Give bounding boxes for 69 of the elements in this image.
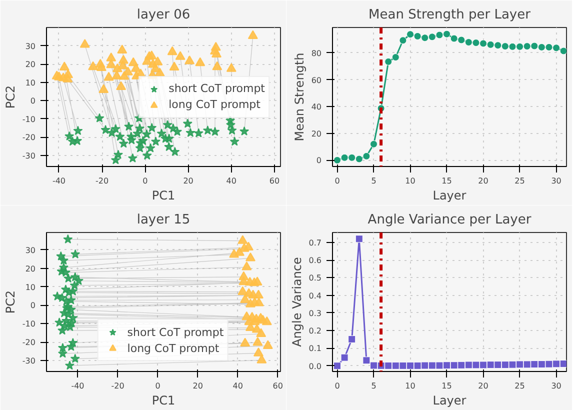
x-tick-label: 0 bbox=[334, 382, 340, 390]
x-tick-label: 40 bbox=[226, 176, 236, 186]
y-tick-label: 0 bbox=[30, 301, 36, 310]
y-axis-title: Angle Variance bbox=[290, 257, 304, 347]
y-tick-label: 0.6 bbox=[308, 256, 322, 266]
x-tick-label: 5 bbox=[371, 176, 376, 186]
x-axis-title: PC1 bbox=[152, 394, 176, 408]
x-tick-label: 20 bbox=[478, 176, 488, 186]
y-tick-label: 0.0 bbox=[308, 362, 322, 371]
x-tick-label: 5 bbox=[371, 382, 376, 390]
y-tick-label: 40 bbox=[311, 102, 322, 112]
x-tick-label: 0 bbox=[142, 176, 148, 186]
y-tick-label: 0.3 bbox=[308, 308, 322, 318]
chart-title: layer 06 bbox=[136, 8, 190, 22]
x-tick-label: -20 bbox=[111, 382, 124, 390]
x-tick-label: 15 bbox=[442, 382, 452, 390]
legend-label: short CoT prompt bbox=[127, 326, 224, 338]
chart-title: Mean Strength per Layer bbox=[368, 8, 532, 22]
y-tick-label: -10 bbox=[22, 320, 36, 329]
x-tick-label: -40 bbox=[52, 176, 66, 186]
chart-title: Angle Variance per Layer bbox=[368, 212, 532, 228]
y-tick-label: 0.5 bbox=[308, 274, 322, 283]
y-tick-label: 0.7 bbox=[308, 238, 322, 248]
y-tick-label: 60 bbox=[311, 76, 322, 85]
y-tick-label: 0.1 bbox=[308, 344, 322, 354]
legend-label: long CoT prompt bbox=[168, 98, 260, 111]
x-tick-label: 20 bbox=[192, 382, 203, 390]
y-tick-label: -30 bbox=[22, 152, 36, 161]
y-axis-title: PC2 bbox=[3, 290, 18, 314]
y-tick-label: -20 bbox=[22, 133, 36, 142]
x-tick-label: 10 bbox=[405, 382, 416, 390]
y-tick-label: 30 bbox=[25, 246, 36, 255]
y-tick-label: 10 bbox=[25, 78, 36, 88]
x-axis-title: PC1 bbox=[152, 188, 176, 202]
x-tick-label: 20 bbox=[183, 176, 194, 186]
y-axis-title: Mean Strength bbox=[292, 52, 306, 142]
y-tick-label: 20 bbox=[25, 264, 36, 274]
x-tick-label: 0 bbox=[155, 382, 160, 390]
y-tick-label: 0 bbox=[30, 96, 36, 106]
y-tick-label: 30 bbox=[25, 42, 36, 51]
x-tick-label: 60 bbox=[269, 176, 280, 186]
chart-title: layer 15 bbox=[136, 212, 190, 228]
x-axis-title: Layer bbox=[432, 188, 466, 202]
y-tick-label: 0 bbox=[316, 156, 322, 166]
x-tick-label: 15 bbox=[442, 176, 452, 186]
y-tick-label: -20 bbox=[22, 338, 36, 348]
x-tick-label: 60 bbox=[272, 382, 283, 390]
y-axis-title: PC2 bbox=[3, 85, 18, 109]
x-tick-label: -20 bbox=[96, 176, 109, 186]
x-tick-label: 10 bbox=[405, 176, 416, 186]
y-tick-label: -10 bbox=[22, 114, 36, 124]
y-tick-label: 0.4 bbox=[308, 291, 322, 300]
y-tick-label: 80 bbox=[311, 48, 322, 58]
legend-label: long CoT prompt bbox=[127, 342, 220, 354]
y-tick-label: 20 bbox=[311, 129, 322, 138]
x-tick-label: 30 bbox=[551, 382, 562, 390]
y-tick-label: -30 bbox=[22, 356, 36, 366]
y-tick-label: 10 bbox=[25, 282, 36, 292]
x-tick-label: 25 bbox=[514, 176, 525, 186]
x-tick-label: 20 bbox=[478, 382, 488, 390]
x-tick-label: 0 bbox=[334, 176, 340, 186]
x-tick-label: 25 bbox=[514, 382, 525, 390]
y-tick-label: 0.2 bbox=[308, 326, 322, 336]
x-tick-label: -40 bbox=[71, 382, 84, 390]
x-axis-title: Layer bbox=[432, 394, 466, 408]
y-tick-label: 20 bbox=[25, 60, 36, 70]
x-tick-label: 30 bbox=[551, 176, 562, 186]
legend-label: short CoT prompt bbox=[168, 82, 265, 95]
x-tick-label: 40 bbox=[232, 382, 243, 390]
